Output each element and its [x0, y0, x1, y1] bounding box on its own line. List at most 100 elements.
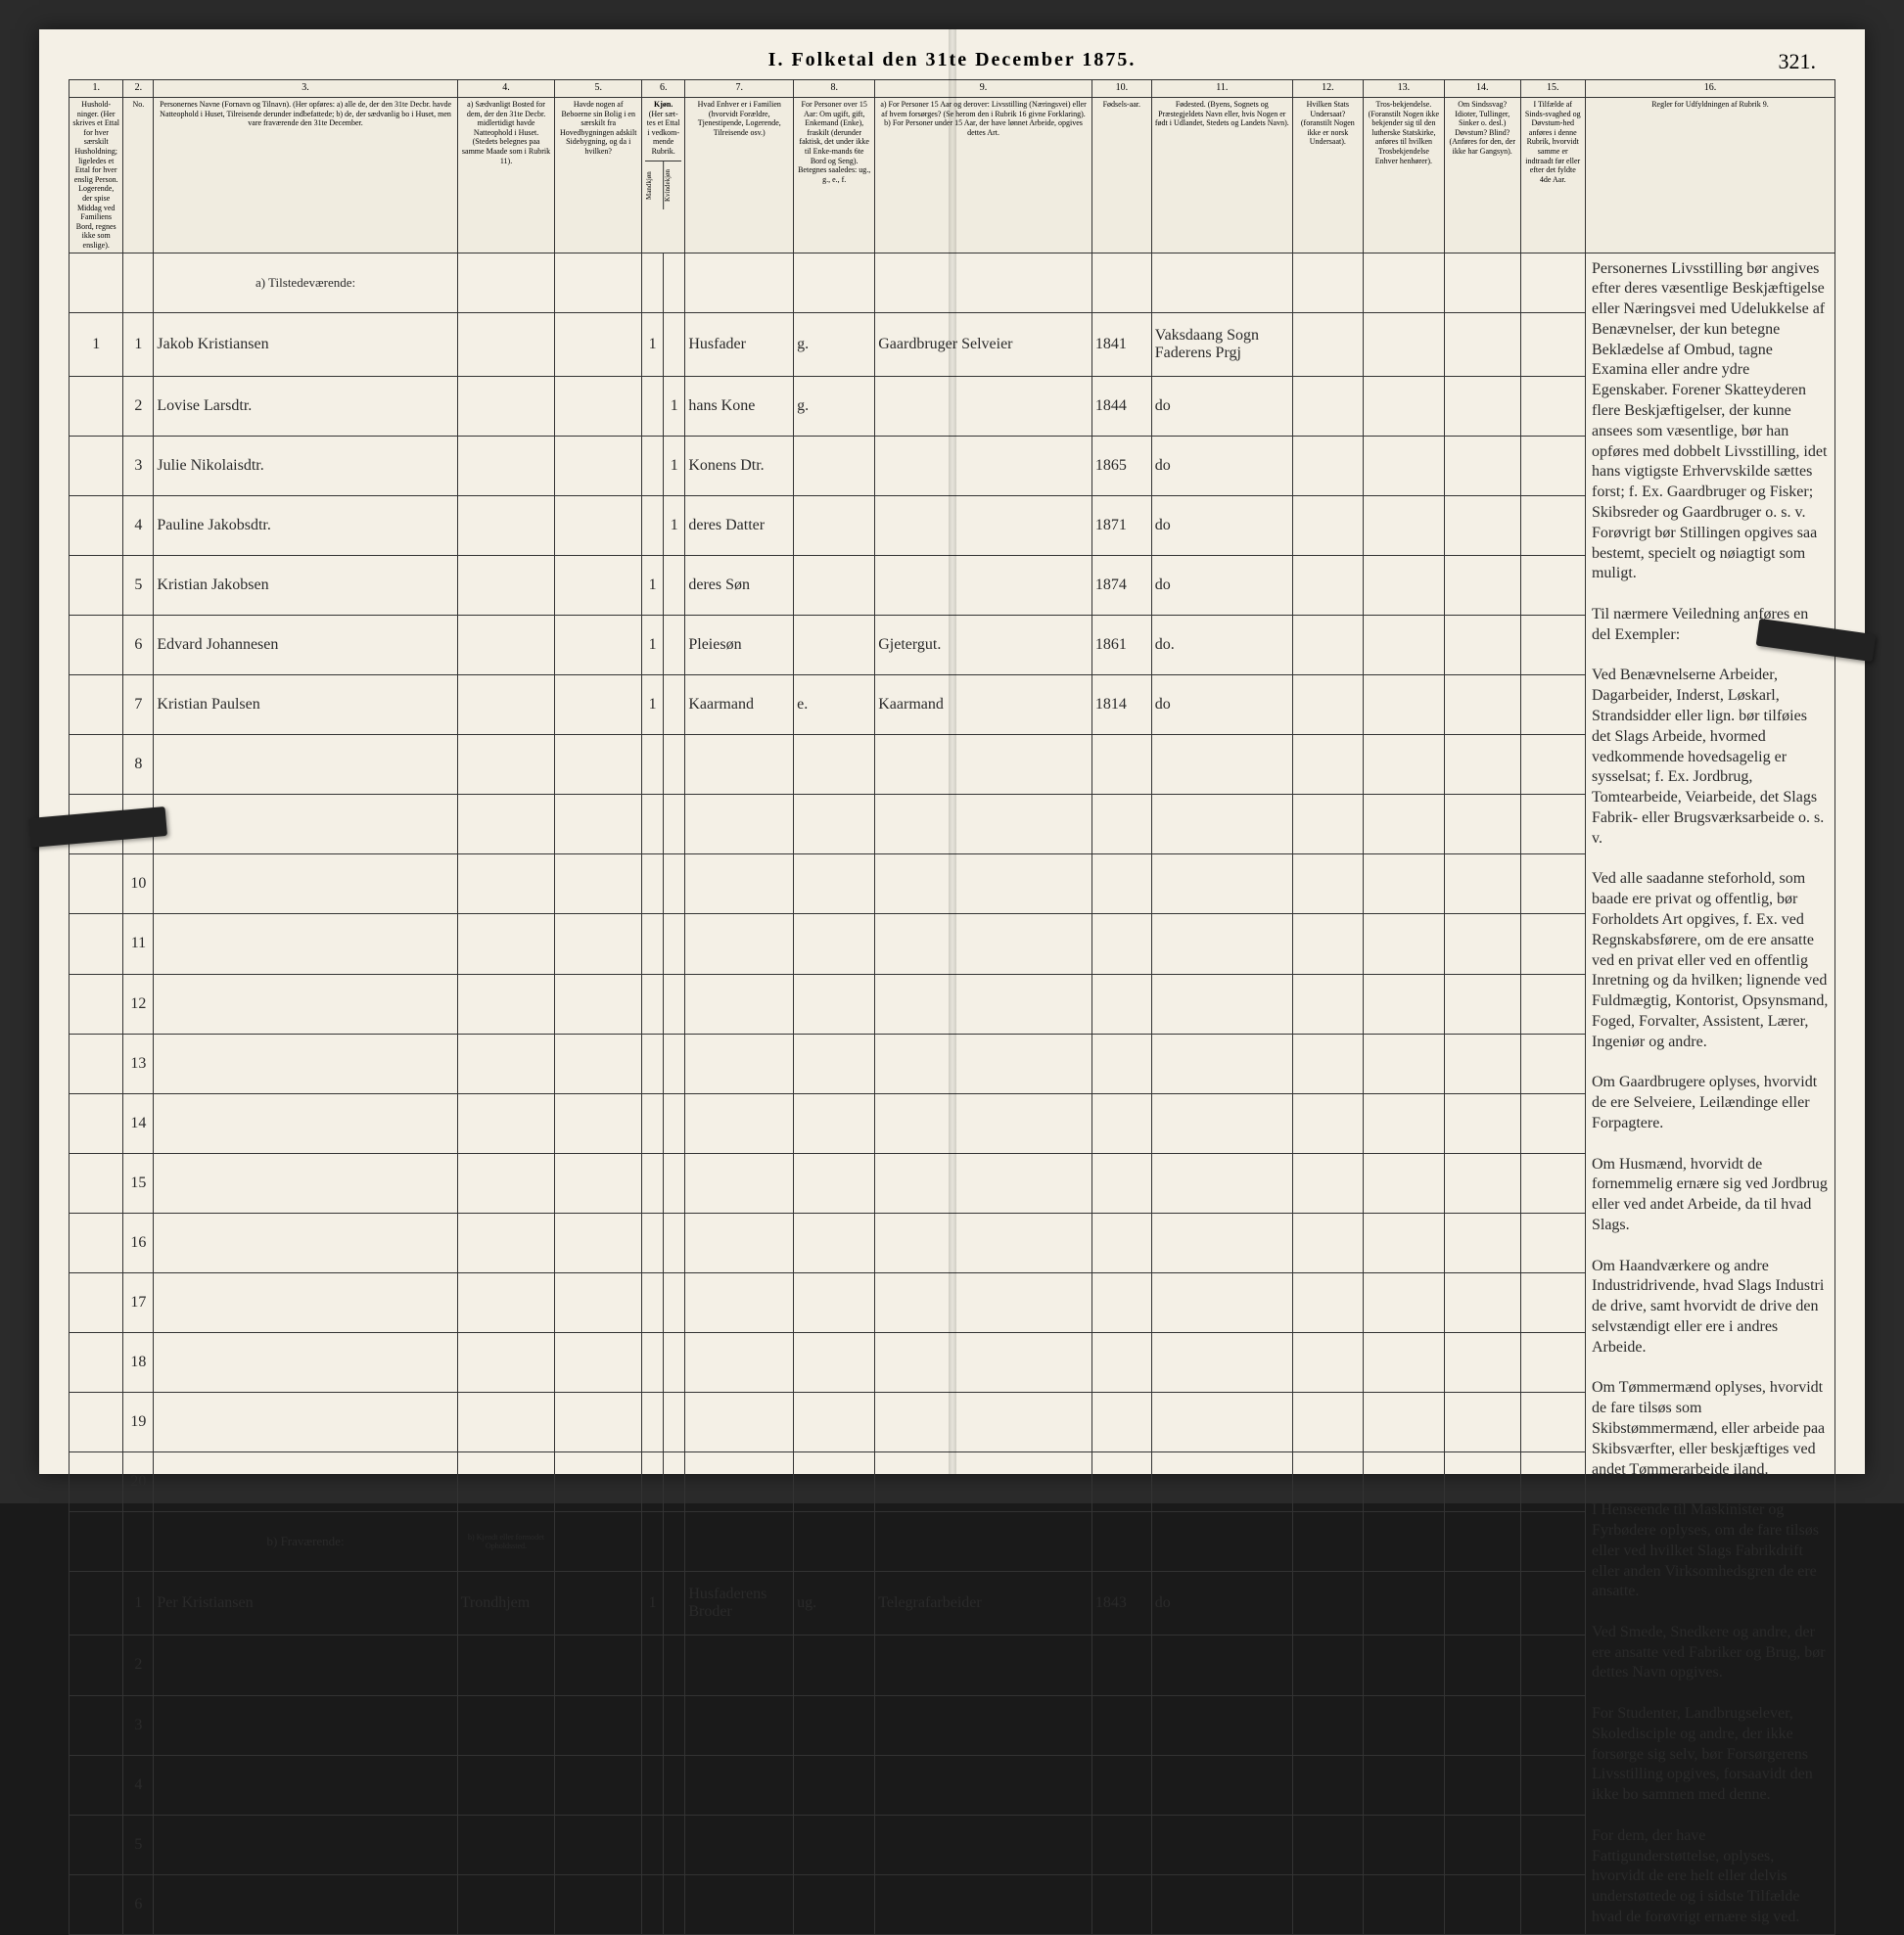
cell-empty — [794, 795, 875, 854]
cell-year: 1871 — [1091, 496, 1151, 556]
col-12: 12. — [1292, 80, 1363, 98]
cell-empty — [154, 1874, 457, 1934]
cell-fam: Husfaderens Broder — [685, 1571, 794, 1636]
cell-n: 2 — [123, 377, 154, 437]
cell-empty — [1151, 1695, 1292, 1755]
cell-empty — [1444, 1153, 1520, 1213]
cell-empty — [664, 974, 685, 1034]
cell-empty — [1520, 1695, 1585, 1755]
cell-empty — [875, 1636, 1092, 1695]
cell-empty — [664, 1392, 685, 1451]
cell-civ: g. — [794, 312, 875, 377]
cell-empty — [1292, 795, 1363, 854]
cell-empty — [642, 1034, 664, 1093]
cell-c4 — [457, 556, 555, 616]
cell-k: 1 — [664, 496, 685, 556]
section-cell — [1444, 253, 1520, 312]
cell-empty — [1151, 1874, 1292, 1934]
cell-empty — [457, 1213, 555, 1272]
cell-empty — [642, 1093, 664, 1153]
section-cell — [1151, 1511, 1292, 1571]
cell-empty — [1363, 795, 1444, 854]
cell-c15 — [1520, 312, 1585, 377]
cell-c14 — [1444, 1571, 1520, 1636]
cell-empty — [555, 795, 642, 854]
section-cell — [555, 253, 642, 312]
cell-c13 — [1363, 437, 1444, 496]
cell-empty — [1091, 1695, 1151, 1755]
cell-empty: 19 — [123, 1392, 154, 1451]
cell-m: 1 — [642, 1571, 664, 1636]
cell-empty — [875, 1332, 1092, 1392]
cell-empty — [1151, 1034, 1292, 1093]
cell-empty — [70, 1755, 123, 1815]
cell-empty — [685, 1636, 794, 1695]
cell-empty — [1292, 735, 1363, 795]
section-cell: b) Kjendt eller formodet Opholdssted. — [457, 1511, 555, 1571]
cell-c4 — [457, 437, 555, 496]
cell-empty — [1363, 1392, 1444, 1451]
cell-occ: Gjetergut. — [875, 616, 1092, 675]
section-cell — [555, 1511, 642, 1571]
cell-empty — [1444, 854, 1520, 914]
cell-empty — [642, 1874, 664, 1934]
cell-c5 — [555, 1571, 642, 1636]
cell-empty — [70, 974, 123, 1034]
cell-empty — [1292, 854, 1363, 914]
cell-empty — [875, 1695, 1092, 1755]
cell-place: do. — [1151, 616, 1292, 675]
cell-empty — [70, 735, 123, 795]
header-5: Havde nogen af Beboerne sin Bolig i en s… — [555, 98, 642, 253]
cell-civ: ug. — [794, 1571, 875, 1636]
section-cell — [642, 253, 664, 312]
cell-empty — [685, 1272, 794, 1332]
cell-empty — [1520, 795, 1585, 854]
cell-occ: Kaarmand — [875, 675, 1092, 735]
cell-empty — [1444, 974, 1520, 1034]
cell-empty — [794, 1093, 875, 1153]
cell-empty — [1363, 1815, 1444, 1874]
cell-empty — [1520, 1272, 1585, 1332]
cell-empty — [1091, 1874, 1151, 1934]
cell-empty — [1091, 1034, 1151, 1093]
ledger-page: 321. I. Folketal den 31te December 1875. — [39, 29, 1865, 1474]
cell-empty — [664, 1272, 685, 1332]
cell-empty — [70, 1153, 123, 1213]
cell-empty: 4 — [123, 1755, 154, 1815]
cell-occ — [875, 556, 1092, 616]
col-7: 7. — [685, 80, 794, 98]
section-cell — [685, 1511, 794, 1571]
cell-empty — [1363, 1451, 1444, 1511]
cell-empty — [457, 1034, 555, 1093]
cell-empty — [1363, 1272, 1444, 1332]
section-cell — [1091, 1511, 1151, 1571]
cell-year: 1814 — [1091, 675, 1151, 735]
cell-empty — [794, 974, 875, 1034]
cell-empty — [685, 1695, 794, 1755]
cell-empty — [1444, 1451, 1520, 1511]
cell-civ: e. — [794, 675, 875, 735]
cell-empty — [664, 914, 685, 974]
cell-c14 — [1444, 616, 1520, 675]
cell-c12 — [1292, 377, 1363, 437]
cell-empty — [1151, 1451, 1292, 1511]
cell-c15 — [1520, 377, 1585, 437]
cell-c12 — [1292, 496, 1363, 556]
cell-empty — [664, 1636, 685, 1695]
cell-k — [664, 675, 685, 735]
cell-empty — [457, 1815, 555, 1874]
cell-empty: 10 — [123, 854, 154, 914]
cell-m: 1 — [642, 675, 664, 735]
cell-name: Kristian Jakobsen — [154, 556, 457, 616]
cell-empty — [664, 1695, 685, 1755]
cell-empty — [154, 1451, 457, 1511]
cell-empty — [1363, 1874, 1444, 1934]
cell-year: 1844 — [1091, 377, 1151, 437]
cell-empty — [1091, 1755, 1151, 1815]
col-8: 8. — [794, 80, 875, 98]
section-cell — [642, 1511, 664, 1571]
book-spine — [949, 29, 956, 1474]
cell-name: Julie Nikolaisdtr. — [154, 437, 457, 496]
cell-empty — [1520, 1093, 1585, 1153]
cell-empty — [457, 1755, 555, 1815]
